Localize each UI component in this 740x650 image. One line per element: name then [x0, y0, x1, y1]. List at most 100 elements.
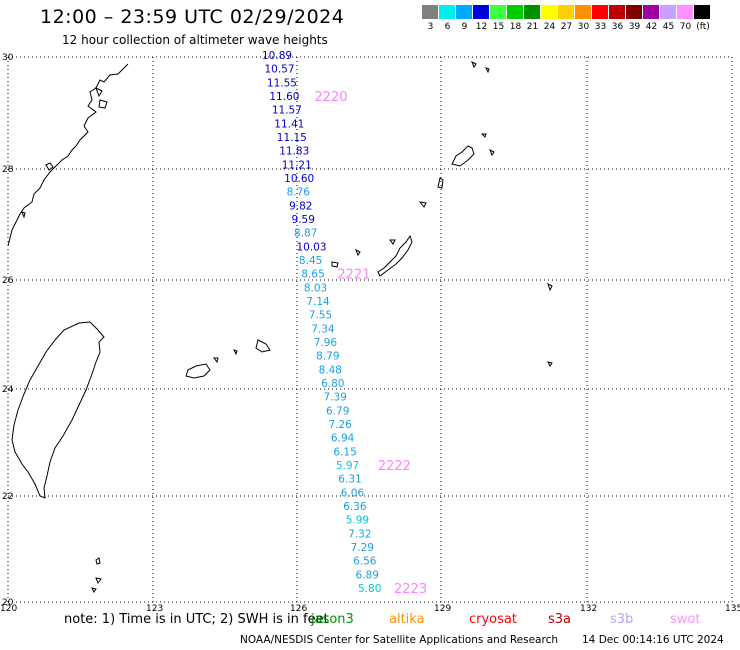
yaeyama-islet	[233, 349, 238, 356]
yaeyama-islet	[213, 357, 219, 364]
colorbar-tick-label: 15	[492, 22, 505, 32]
longitude-label: 129	[434, 604, 451, 614]
colorbar-tick-label: 12	[475, 22, 488, 32]
satellite-s3a: s3a	[548, 612, 572, 627]
wave-height-value: 6.56	[353, 556, 377, 568]
colorbar-swatch	[541, 5, 558, 19]
wave-height-value: 6.89	[356, 569, 379, 581]
colorbar-swatch	[558, 5, 575, 19]
wave-height-value: 6.06	[341, 487, 365, 499]
wave-height-value: 8.03	[304, 282, 327, 294]
graticule	[7, 56, 733, 603]
wave-height-value: 11.60	[269, 91, 299, 103]
latitude-label: 22	[2, 492, 13, 502]
colorbar-tick-label: 9	[461, 22, 468, 32]
wave-height-value: 8.76	[287, 187, 311, 199]
colorbar-tick-label: 42	[645, 22, 658, 32]
latitude-label: 24	[2, 385, 14, 395]
wave-height-value: 11.83	[279, 146, 309, 158]
colorbar-swatch	[660, 5, 677, 19]
batanes-islet	[91, 587, 97, 593]
longitude-label: 120	[0, 604, 17, 614]
wave-height-value: 6.36	[343, 501, 367, 513]
wave-height-value: 7.26	[328, 419, 352, 431]
latitude-label: 20	[2, 598, 14, 608]
ryukyu-islet	[437, 177, 444, 189]
ryukyu-islet	[389, 239, 396, 245]
colorbar-tick-label: 27	[560, 22, 573, 32]
colorbar-swatch	[439, 5, 456, 19]
colorbar-swatch	[677, 5, 694, 19]
colorbar-tick-label: 36	[611, 22, 624, 32]
wave-height-value: 8.87	[294, 228, 317, 240]
wave-height-value: 6.94	[331, 433, 355, 445]
map-title: 12:00 – 23:59 UTC 02/29/2024	[40, 6, 345, 28]
colorbar-swatch	[507, 5, 524, 19]
china-islet	[21, 211, 26, 219]
batanes-islet	[95, 577, 102, 585]
colorbar-swatch	[694, 5, 711, 19]
colorbar-swatch	[473, 5, 490, 19]
longitude-label: 132	[580, 604, 597, 614]
track-time-label: 2220	[314, 90, 347, 105]
colorbar-tick-label: 21	[526, 22, 539, 32]
colorbar-tick-label: 39	[628, 22, 641, 32]
colorbar-swatch	[643, 5, 660, 19]
ryukyu-islet	[355, 248, 361, 257]
wave-height-value: 11.57	[272, 105, 302, 117]
taiwan-coastline	[11, 321, 105, 499]
china-islet	[45, 162, 54, 171]
wave-height-value: 6.31	[338, 474, 361, 486]
wave-height-value: 7.14	[306, 296, 330, 308]
wave-height-value: 6.15	[333, 446, 356, 458]
ryukyu-islet	[547, 361, 553, 367]
ryukyu-islet	[480, 133, 487, 138]
wave-height-value: 6.79	[326, 405, 349, 417]
colorbar-swatch	[592, 5, 609, 19]
colorbar-swatch	[524, 5, 541, 19]
wave-height-value: 7.55	[309, 310, 332, 322]
colorbar-tick-label: 33	[594, 22, 607, 32]
wave-height-value: 8.79	[316, 351, 339, 363]
colorbar-tick-label: 3	[427, 22, 434, 32]
ryukyu-islet	[418, 201, 427, 208]
ryukyu-islet	[485, 67, 490, 74]
wave-height-value: 5.80	[358, 583, 381, 595]
units-note: note: 1) Time is in UTC; 2) SWH is in fe…	[64, 612, 329, 627]
credit-line: NOAA/NESDIS Center for Satellite Applica…	[240, 634, 558, 646]
wave-height-value: 10.03	[296, 241, 326, 253]
track-time-label: 2222	[378, 459, 411, 474]
wave-height-value: 7.34	[311, 323, 335, 335]
map-subtitle: 12 hour collection of altimeter wave hei…	[62, 33, 328, 47]
wave-height-value: 5.97	[336, 460, 359, 472]
latitude-label: 26	[2, 276, 14, 286]
longitude-label: 126	[290, 604, 307, 614]
colorbar-tick-label: 18	[509, 22, 522, 32]
wave-height-value: 7.29	[351, 542, 374, 554]
wave-height-value: 10.60	[284, 173, 314, 185]
colorbar-swatch	[575, 5, 592, 19]
china-islet	[98, 99, 108, 109]
latitude-label: 30	[2, 53, 14, 63]
ryukyu-islet	[489, 148, 495, 157]
wave-height-value: 11.15	[277, 132, 307, 144]
china-coastline	[7, 63, 129, 247]
wave-height-value: 8.65	[301, 269, 324, 281]
wave-height-value: 5.99	[346, 515, 369, 527]
wave-height-value: 8.45	[299, 255, 322, 267]
wave-height-value: 6.80	[321, 378, 344, 390]
satellite-swot: swot	[670, 612, 701, 627]
track-time-label: 2221	[337, 268, 370, 283]
satellite-s3b: s3b	[610, 612, 634, 627]
wave-height-value: 7.32	[348, 528, 371, 540]
wave-height-value: 10.57	[264, 64, 294, 76]
wave-height-value: 7.39	[324, 392, 347, 404]
longitude-label: 135	[725, 604, 740, 614]
ryukyu-islet	[471, 60, 477, 69]
wave-height-value: 7.96	[314, 337, 338, 349]
miyako-coastline	[255, 339, 271, 353]
colorbar-tick-label: 30	[577, 22, 590, 32]
